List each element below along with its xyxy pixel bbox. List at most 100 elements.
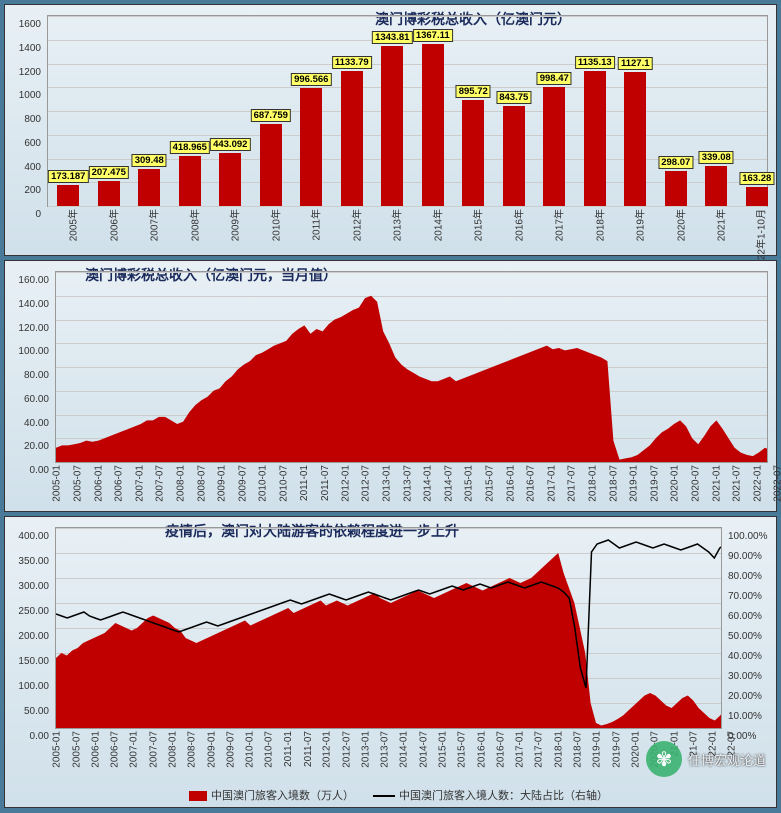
bar [341, 71, 363, 206]
x-tick-label: 2021-07 [732, 465, 743, 502]
watermark: ✾ 任博宏观论道 [646, 741, 766, 777]
bar [260, 124, 282, 206]
x-tick-label: 2016-07 [526, 465, 537, 502]
x-tick-label: 2011-01 [283, 731, 294, 767]
data-label: 1367.11 [413, 29, 453, 42]
x-tick-label: 2016年 [510, 209, 525, 241]
chart2-xaxis: 2005-012005-072006-012006-072007-012007-… [55, 463, 768, 509]
chart3-yaxis-left: 0.0050.00100.00150.00200.00250.00300.003… [5, 527, 53, 727]
x-tick-label: 2006-07 [110, 731, 121, 768]
x-tick-label: 2013年 [388, 209, 403, 241]
watermark-text: 任博宏观论道 [688, 750, 766, 769]
bar [219, 153, 241, 206]
x-tick-label: 2011-07 [320, 465, 331, 501]
x-tick-label: 2005年 [64, 209, 79, 241]
bar [543, 87, 565, 206]
bar [422, 44, 444, 206]
bar [624, 72, 646, 206]
x-tick-label: 2009-01 [217, 465, 228, 502]
x-tick-label: 2006-01 [91, 731, 102, 768]
chart3-xaxis: 2005-012005-072006-012006-072007-012007-… [55, 729, 722, 775]
x-tick-label: 2007-07 [148, 731, 159, 768]
chart1-panel: 澳门博彩税总收入（亿澳门元） 0200400600800100012001400… [4, 4, 777, 256]
x-tick-label: 2019-07 [649, 465, 660, 502]
x-tick-label: 2015-07 [457, 731, 468, 768]
bar [746, 187, 768, 206]
x-tick-label: 2019年 [631, 209, 646, 241]
x-tick-label: 2005-07 [73, 465, 84, 502]
x-tick-label: 2018年 [591, 209, 606, 241]
x-tick-label: 2022-01 [752, 465, 763, 502]
x-tick-label: 2017年 [550, 209, 565, 241]
data-label: 163.28 [739, 172, 774, 185]
x-tick-label: 2019-01 [592, 731, 603, 768]
x-tick-label: 2019-07 [611, 731, 622, 768]
chart1-plot: 173.187207.475309.48418.965443.092687.75… [47, 15, 768, 207]
bar [381, 46, 403, 206]
data-label: 207.475 [89, 166, 129, 179]
x-tick-label: 2014-07 [443, 465, 454, 502]
x-tick-label: 2005-07 [71, 731, 82, 768]
chart1-xaxis: 2005年2006年2007年2008年2009年2010年2011年2012年… [47, 207, 768, 253]
chart3-yaxis-right: 0.00%10.00%20.00%30.00%40.00%50.00%60.00… [724, 527, 776, 727]
x-tick-label: 2014-01 [423, 465, 434, 502]
x-tick-label: 2009-07 [237, 465, 248, 502]
x-tick-label: 2021-01 [711, 465, 722, 502]
x-tick-label: 2015-01 [438, 731, 449, 768]
x-tick-label: 2012-07 [361, 465, 372, 502]
watermark-icon: ✾ [646, 741, 682, 777]
x-tick-label: 2017-07 [534, 731, 545, 768]
x-tick-label: 2011年 [307, 209, 322, 241]
data-label: 309.48 [132, 154, 167, 167]
data-label: 998.47 [537, 72, 572, 85]
data-label: 996.566 [291, 73, 331, 86]
x-tick-label: 2010年 [267, 209, 282, 241]
x-tick-label: 2018-07 [573, 731, 584, 768]
x-tick-label: 2008-07 [196, 465, 207, 502]
bar [462, 100, 484, 206]
bar [138, 169, 160, 206]
x-tick-label: 2012-01 [340, 465, 351, 502]
x-tick-label: 2016-01 [505, 465, 516, 502]
x-tick-label: 2011-07 [303, 731, 314, 767]
x-tick-label: 2018-07 [608, 465, 619, 502]
x-tick-label: 2007-01 [129, 731, 140, 768]
x-tick-label: 2012-07 [341, 731, 352, 768]
bar [665, 171, 687, 206]
data-label: 1135.13 [575, 56, 615, 69]
chart2-plot [55, 271, 768, 463]
x-tick-label: 2012-01 [322, 731, 333, 768]
x-tick-label: 2006-07 [114, 465, 125, 502]
x-tick-label: 2010-07 [264, 731, 275, 768]
x-tick-label: 2013-01 [361, 731, 372, 768]
data-label: 339.08 [699, 151, 734, 164]
legend-swatch-area [189, 791, 207, 801]
data-label: 843.75 [496, 91, 531, 104]
bar [179, 156, 201, 206]
x-tick-label: 2017-01 [546, 465, 557, 502]
bar [57, 185, 79, 206]
x-tick-label: 2005-01 [52, 465, 63, 502]
chart3-legend: 中国澳门旅客入境数（万人） 中国澳门旅客入境人数：大陆占比（右轴） [5, 787, 776, 803]
data-label: 895.72 [456, 85, 491, 98]
x-tick-label: 2006年 [105, 209, 120, 241]
x-tick-label: 2009年 [226, 209, 241, 241]
x-tick-label: 2013-07 [402, 465, 413, 502]
data-label: 443.092 [210, 138, 250, 151]
x-tick-label: 2019-01 [629, 465, 640, 502]
x-tick-label: 2015-01 [464, 465, 475, 502]
data-label: 1127.1 [618, 57, 653, 70]
x-tick-label: 2010-01 [258, 465, 269, 502]
data-label: 687.759 [251, 109, 291, 122]
x-tick-label: 2011-01 [299, 465, 310, 501]
x-tick-label: 2015-07 [485, 465, 496, 502]
bar [705, 166, 727, 206]
x-tick-label: 2017-07 [567, 465, 578, 502]
x-tick-label: 2013-01 [382, 465, 393, 502]
chart2-yaxis: 0.0020.0040.0060.0080.00100.00120.00140.… [5, 271, 53, 461]
data-label: 1343.81 [372, 31, 412, 44]
x-tick-label: 2020-01 [670, 465, 681, 502]
x-tick-label: 2009-07 [226, 731, 237, 768]
bar [503, 106, 525, 206]
bar [300, 88, 322, 206]
